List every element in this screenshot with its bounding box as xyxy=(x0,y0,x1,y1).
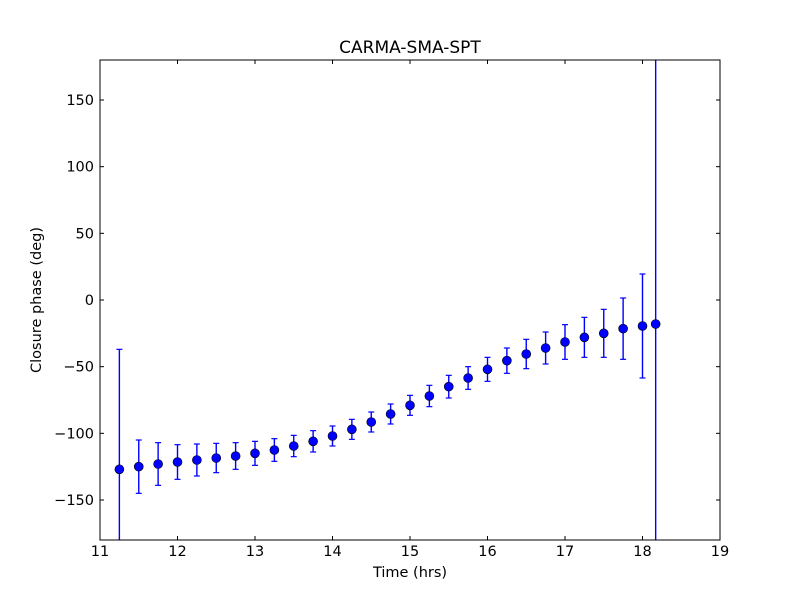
data-point xyxy=(598,328,609,339)
data-point xyxy=(347,424,357,435)
x-axis-label: Time (hrs) xyxy=(372,565,447,581)
x-tick-label: 15 xyxy=(401,544,419,560)
x-tick-label: 17 xyxy=(556,544,574,560)
x-tick-label: 12 xyxy=(168,544,186,560)
data-point xyxy=(637,321,648,331)
data-point xyxy=(650,319,661,329)
x-tick-label: 19 xyxy=(711,544,729,560)
data-point xyxy=(385,409,396,419)
chart-title: CARMA-SMA-SPT xyxy=(339,38,481,58)
y-tick-label: 50 xyxy=(76,226,94,242)
data-point xyxy=(579,332,590,343)
data-point xyxy=(463,373,473,383)
data-point xyxy=(250,448,260,459)
y-tick-label: 0 xyxy=(85,293,94,309)
data-point xyxy=(153,459,163,469)
data-point xyxy=(540,343,551,353)
data-point xyxy=(424,391,435,401)
y-tick-label: −150 xyxy=(54,493,94,509)
data-point xyxy=(308,436,318,447)
data-point xyxy=(269,445,280,455)
y-tick-label: 100 xyxy=(66,160,94,176)
data-point xyxy=(133,461,144,472)
data-point xyxy=(211,453,222,463)
x-tick-label: 11 xyxy=(91,544,109,560)
x-tick-label: 13 xyxy=(246,544,264,560)
x-tick-label: 16 xyxy=(478,544,496,560)
y-axis-label: Closure phase (deg) xyxy=(29,227,45,373)
x-tick-label: 18 xyxy=(633,544,651,560)
data-point xyxy=(288,441,299,451)
data-point xyxy=(405,400,415,411)
y-tick-label: −100 xyxy=(54,426,94,442)
data-point xyxy=(443,381,454,392)
data-point xyxy=(327,431,338,441)
data-point xyxy=(560,337,570,347)
data-point xyxy=(618,323,628,334)
data-point xyxy=(230,451,241,461)
y-tick-label: 150 xyxy=(66,93,94,109)
data-point xyxy=(172,457,183,467)
data-point xyxy=(521,349,532,359)
data-point xyxy=(192,455,202,465)
x-tick-label: 14 xyxy=(323,544,341,560)
y-tick-label: −50 xyxy=(63,360,94,376)
data-point xyxy=(114,464,125,475)
data-point xyxy=(502,355,512,366)
plot-frame xyxy=(99,59,721,541)
data-point xyxy=(366,417,377,427)
data-point xyxy=(482,364,493,375)
